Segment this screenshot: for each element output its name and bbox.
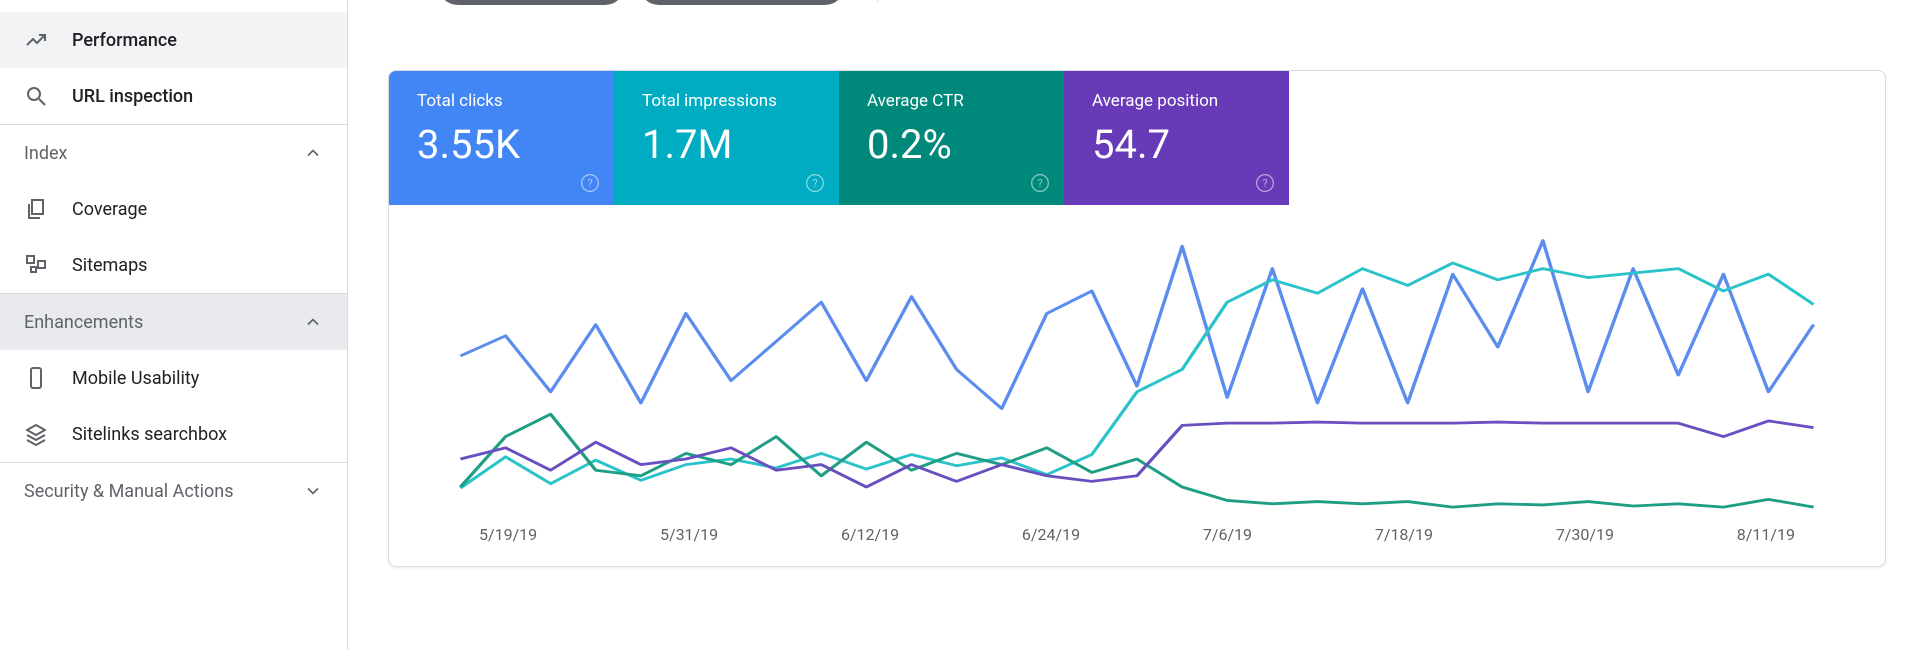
separator: [877, 0, 878, 2]
section-label: Index: [24, 143, 67, 164]
svg-text:?: ?: [812, 177, 817, 190]
section-label: Enhancements: [24, 312, 143, 333]
sitemap-icon: [24, 253, 48, 277]
help-icon[interactable]: ?: [805, 173, 825, 193]
filter-date[interactable]: Date: Last 3 months: [639, 0, 846, 5]
metric-tile[interactable]: Total clicks 3.55K?: [389, 71, 614, 205]
x-tick-label: 7/6/19: [1203, 525, 1252, 544]
svg-text:?: ?: [587, 177, 592, 190]
sidebar-label: Mobile Usability: [72, 368, 199, 389]
line-chart: [419, 235, 1855, 515]
sidebar-section-enhancements[interactable]: Enhancements: [0, 294, 347, 350]
copy-icon: [24, 197, 48, 221]
filter-search-type[interactable]: Search type: Web: [438, 0, 625, 5]
sidebar-label: Coverage: [72, 199, 147, 220]
metric-value: 0.2%: [867, 121, 1036, 168]
svg-text:?: ?: [1037, 177, 1042, 190]
metric-tile[interactable]: Total impressions 1.7M?: [614, 71, 839, 205]
metric-value: 1.7M: [642, 121, 811, 168]
x-axis: 5/19/19 5/31/19 6/12/19 6/24/19 7/6/19 7/18/1…: [419, 515, 1855, 544]
chevron-up-icon: [303, 312, 323, 332]
sidebar-item-url-inspection[interactable]: URL inspection: [0, 68, 347, 124]
layers-icon: [24, 422, 48, 446]
sidebar-label: Performance: [72, 30, 177, 51]
help-icon[interactable]: ?: [580, 173, 600, 193]
sidebar: Performance URL inspection Index Coverag…: [0, 0, 348, 650]
section-label: Security & Manual Actions: [24, 481, 234, 502]
sidebar-item-coverage[interactable]: Coverage: [0, 181, 347, 237]
filter-bar: Search type: Web Date: Last 3 months + N…: [348, 0, 1920, 10]
svg-text:?: ?: [1262, 177, 1267, 190]
metric-title: Average CTR: [867, 91, 1036, 111]
metric-value: 3.55K: [417, 121, 586, 168]
mobile-icon: [24, 366, 48, 390]
metric-title: Total clicks: [417, 91, 586, 111]
sidebar-item-sitemaps[interactable]: Sitemaps: [0, 237, 347, 293]
sidebar-label: Sitelinks searchbox: [72, 424, 227, 445]
x-tick-label: 5/31/19: [660, 525, 718, 544]
metric-tile[interactable]: Average CTR 0.2%?: [839, 71, 1064, 205]
chevron-down-icon: [303, 481, 323, 501]
metric-title: Total impressions: [642, 91, 811, 111]
search-icon: [24, 84, 48, 108]
chart-area: 5/19/19 5/31/19 6/12/19 6/24/19 7/6/19 7/18/1…: [389, 205, 1885, 566]
chevron-up-icon: [303, 143, 323, 163]
sidebar-item-sitelinks-searchbox[interactable]: Sitelinks searchbox: [0, 406, 347, 462]
line-impressions: [460, 263, 1813, 488]
trending-up-icon: [24, 28, 48, 52]
metric-value: 54.7: [1092, 121, 1261, 168]
metrics-row: Total clicks 3.55K? Total impressions 1.7M?…: [389, 71, 1885, 205]
metric-tile[interactable]: Average position 54.7?: [1064, 71, 1289, 205]
x-tick-label: 5/19/19: [479, 525, 537, 544]
sidebar-section-index[interactable]: Index: [0, 125, 347, 181]
line-clicks: [460, 241, 1813, 409]
x-tick-label: 7/18/19: [1375, 525, 1433, 544]
help-icon[interactable]: ?: [1255, 173, 1275, 193]
sidebar-label: URL inspection: [72, 86, 193, 107]
main: Search type: Web Date: Last 3 months + N…: [348, 0, 1920, 650]
x-tick-label: 7/30/19: [1556, 525, 1614, 544]
help-icon[interactable]: ?: [1030, 173, 1050, 193]
x-tick-label: 6/24/19: [1022, 525, 1080, 544]
sidebar-label: Sitemaps: [72, 255, 147, 276]
metric-title: Average position: [1092, 91, 1261, 111]
sidebar-section-security[interactable]: Security & Manual Actions: [0, 463, 347, 519]
performance-card: Total clicks 3.55K? Total impressions 1.7M?…: [388, 70, 1886, 567]
x-tick-label: 8/11/19: [1737, 525, 1795, 544]
sidebar-item-performance[interactable]: Performance: [0, 12, 347, 68]
line-position: [460, 421, 1813, 487]
sidebar-item-mobile-usability[interactable]: Mobile Usability: [0, 350, 347, 406]
x-tick-label: 6/12/19: [841, 525, 899, 544]
